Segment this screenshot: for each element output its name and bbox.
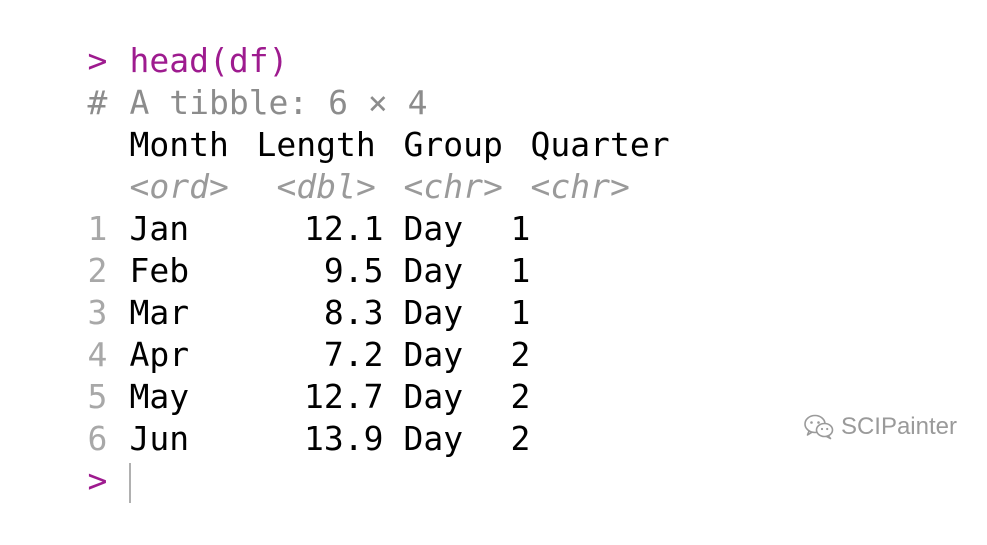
command-line: > head(df) bbox=[8, 0, 978, 80]
cell-month: Feb bbox=[129, 251, 190, 290]
row-index: 1 bbox=[87, 209, 108, 248]
cell-month: Jan bbox=[129, 209, 190, 248]
cell-month: Jun bbox=[129, 419, 190, 458]
column-type-group: <chr> bbox=[403, 167, 503, 206]
prompt-symbol: > bbox=[87, 41, 108, 80]
row-index: 4 bbox=[87, 335, 108, 374]
column-type-length: <dbl> bbox=[276, 167, 376, 206]
column-header-length: Length bbox=[256, 125, 376, 164]
row-index: 6 bbox=[87, 419, 108, 458]
cell-group: Day bbox=[403, 209, 464, 248]
cell-month: Mar bbox=[129, 293, 190, 332]
table-row: 4 Apr 7.2 Day 2 bbox=[8, 292, 978, 374]
cell-length: 12.7 bbox=[304, 377, 384, 416]
command-text: head(df) bbox=[129, 41, 289, 80]
cell-length: 12.1 bbox=[304, 209, 384, 248]
table-row: 2 Feb 9.5 Day 1 bbox=[8, 208, 978, 290]
cell-quarter: 1 bbox=[510, 293, 531, 332]
cell-month: Apr bbox=[129, 335, 190, 374]
wechat-icon bbox=[804, 414, 834, 440]
column-header-quarter: Quarter bbox=[530, 125, 670, 164]
r-console[interactable]: > head(df) # A tibble: 6 × 4 Month Length Gr… bbox=[8, 0, 978, 503]
tibble-info-line: # A tibble: 6 × 4 bbox=[8, 40, 978, 122]
cell-group: Day bbox=[403, 377, 464, 416]
cell-length: 9.5 bbox=[323, 251, 384, 290]
cell-quarter: 2 bbox=[510, 377, 531, 416]
cell-quarter: 2 bbox=[510, 419, 531, 458]
column-type-row: <ord> <dbl> <chr> <chr> bbox=[8, 124, 978, 206]
table-row: 5 May 12.7 Day 2 bbox=[8, 334, 978, 416]
table-row: 1 Jan 12.1 Day 1 bbox=[8, 166, 978, 248]
row-index: 2 bbox=[87, 251, 108, 290]
cell-group: Day bbox=[403, 335, 464, 374]
column-type-month: <ord> bbox=[129, 167, 229, 206]
watermark: SCIPainter bbox=[803, 410, 957, 444]
watermark-text: SCIPainter bbox=[840, 413, 957, 440]
tibble-info: A tibble: 6 × 4 bbox=[129, 83, 428, 122]
column-type-quarter: <chr> bbox=[530, 167, 630, 206]
cell-length: 8.3 bbox=[323, 293, 384, 332]
cell-month: May bbox=[129, 377, 190, 416]
cell-group: Day bbox=[403, 419, 464, 458]
text-cursor bbox=[129, 462, 132, 503]
comment-symbol: # bbox=[87, 83, 108, 122]
cell-quarter: 1 bbox=[510, 209, 531, 248]
cell-quarter: 1 bbox=[510, 251, 531, 290]
row-index: 3 bbox=[87, 293, 108, 332]
cell-quarter: 2 bbox=[510, 335, 531, 374]
cell-group: Day bbox=[403, 251, 464, 290]
column-header-group: Group bbox=[403, 125, 503, 164]
cell-length: 7.2 bbox=[323, 335, 384, 374]
table-row: 6 Jun 13.9 Day 2 bbox=[8, 376, 978, 458]
row-index: 5 bbox=[87, 377, 108, 416]
cell-length: 13.9 bbox=[304, 419, 384, 458]
cell-group: Day bbox=[403, 293, 464, 332]
input-prompt-symbol: > bbox=[87, 461, 108, 500]
column-header-month: Month bbox=[129, 125, 229, 164]
table-row: 3 Mar 8.3 Day 1 bbox=[8, 250, 978, 332]
column-header-row: Month Length Group Quarter bbox=[8, 82, 978, 164]
